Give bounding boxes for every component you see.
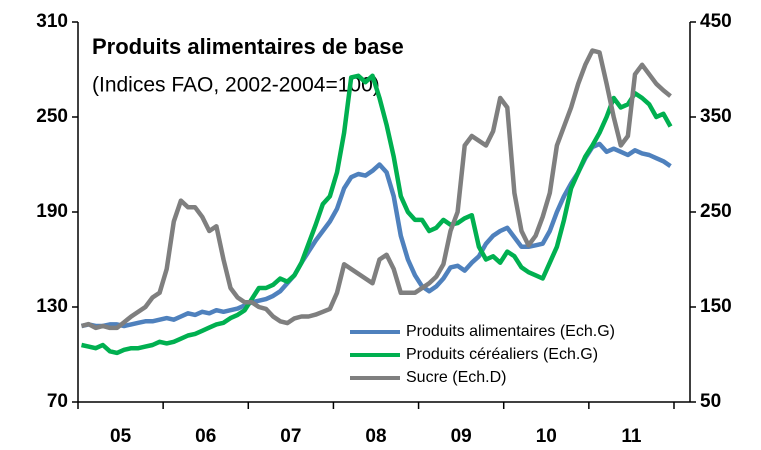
series-line (81, 73, 673, 356)
x-tick-label: 09 (451, 426, 472, 447)
y2-tick-label: 450 (700, 11, 732, 32)
y2-tick-label: 250 (700, 201, 732, 222)
y-tick-label: 190 (36, 201, 68, 222)
y-tick-label: 130 (36, 296, 68, 317)
x-tick-label: 10 (536, 426, 557, 447)
x-tick-label: 08 (365, 426, 386, 447)
chart-title: Produits alimentaires de base (92, 34, 404, 59)
legend-label: Produits alimentaires (Ech.G) (406, 323, 615, 340)
y-tick-label: 250 (36, 106, 68, 127)
chart-subtitle: (Indices FAO, 2002-2004=100) (92, 74, 380, 97)
x-tick-label: 11 (621, 426, 642, 447)
y2-tick-label: 50 (700, 391, 721, 412)
x-tick-label: 06 (195, 426, 216, 447)
y-tick-label: 310 (36, 11, 68, 32)
x-tick-label: 07 (280, 426, 301, 447)
x-tick-label: 05 (110, 426, 132, 447)
y2-tick-label: 150 (700, 296, 732, 317)
y2-tick-label: 350 (700, 106, 732, 127)
legend-label: Produits céréaliers (Ech.G) (406, 346, 598, 363)
series-line (80, 48, 672, 331)
legend-label: Sucre (Ech.D) (406, 369, 506, 386)
y-tick-label: 70 (47, 391, 68, 412)
